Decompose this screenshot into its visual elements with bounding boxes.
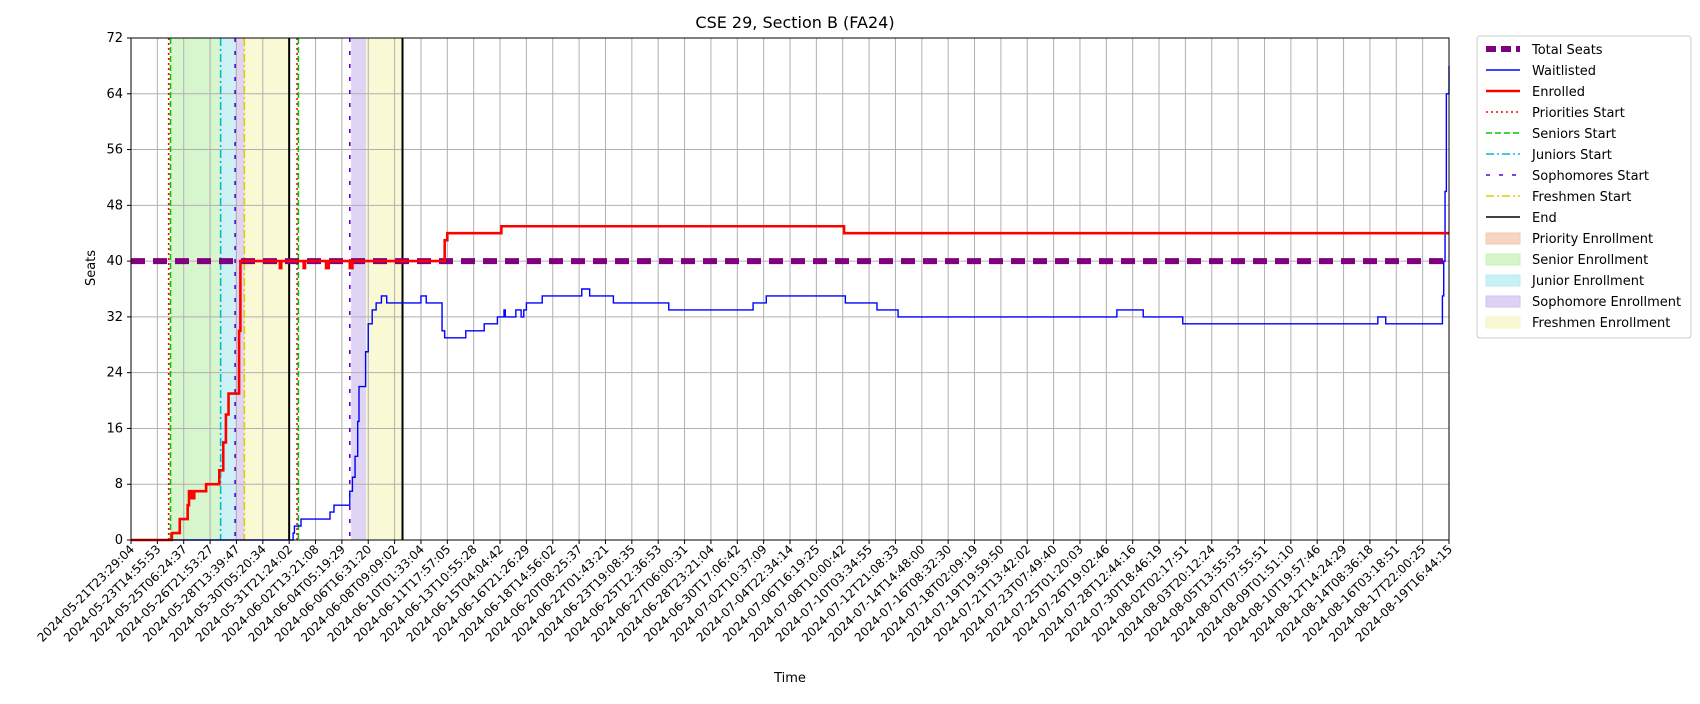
legend-label-total-seats: Total Seats xyxy=(1531,43,1603,58)
region-4 xyxy=(351,38,367,540)
legend-label-sophomores-start: Sophomores Start xyxy=(1532,169,1649,184)
y-tick-label-0: 0 xyxy=(115,533,123,548)
y-tick-label-5: 40 xyxy=(106,254,123,269)
region-1 xyxy=(220,38,236,540)
legend-swatch-sophomore-enrollment xyxy=(1485,295,1521,308)
y-tick-label-3: 24 xyxy=(106,366,123,381)
enrollment-regions xyxy=(170,38,403,540)
legend-label-senior-enrollment: Senior Enrollment xyxy=(1532,253,1648,268)
series-lines xyxy=(131,65,1450,542)
region-0 xyxy=(170,38,221,540)
legend-label-freshmen-enrollment: Freshmen Enrollment xyxy=(1532,316,1670,331)
phase-lines xyxy=(167,38,404,540)
legend-swatch-senior-enrollment xyxy=(1485,253,1521,266)
legend-label-freshmen-start: Freshmen Start xyxy=(1532,190,1631,205)
legend-swatch-priority-enrollment xyxy=(1485,232,1521,245)
series-enrolled xyxy=(131,224,1449,542)
x-axis-label: Time xyxy=(773,671,806,686)
chart-title: CSE 29, Section B (FA24) xyxy=(695,13,894,32)
legend-label-junior-enrollment: Junior Enrollment xyxy=(1531,274,1644,289)
legend-label-priorities-start: Priorities Start xyxy=(1532,106,1625,121)
legend-label-end: End xyxy=(1532,211,1557,226)
y-tick-label-1: 8 xyxy=(115,477,123,492)
y-axis-label: Seats xyxy=(84,250,99,286)
y-tick-label-2: 16 xyxy=(106,421,123,436)
legend-swatch-junior-enrollment xyxy=(1485,274,1521,287)
y-tick-label-7: 56 xyxy=(106,143,123,158)
legend: Total Seats Waitlisted Enrolled Priorities … xyxy=(1476,35,1692,339)
region-5 xyxy=(366,38,403,540)
legend-label-waitlisted: Waitlisted xyxy=(1532,64,1596,79)
legend-label-priority-enrollment: Priority Enrollment xyxy=(1532,232,1653,247)
y-tick-label-9: 72 xyxy=(106,31,123,46)
y-tick-label-6: 48 xyxy=(106,198,123,213)
legend-swatch-freshmen-enrollment xyxy=(1485,316,1521,329)
legend-label-seniors-start: Seniors Start xyxy=(1532,127,1616,142)
y-tick-label-8: 64 xyxy=(106,87,123,102)
legend-box xyxy=(1476,35,1692,339)
region-3 xyxy=(244,38,290,540)
legend-label-juniors-start: Juniors Start xyxy=(1531,148,1612,163)
series-waitlisted xyxy=(131,65,1450,541)
legend-label-enrolled: Enrolled xyxy=(1532,85,1585,100)
legend-label-sophomore-enrollment: Sophomore Enrollment xyxy=(1532,295,1681,310)
y-tick-label-4: 32 xyxy=(106,310,123,325)
y-axis: 0 8 16 24 32 40 48 56 64 72 xyxy=(106,31,131,548)
